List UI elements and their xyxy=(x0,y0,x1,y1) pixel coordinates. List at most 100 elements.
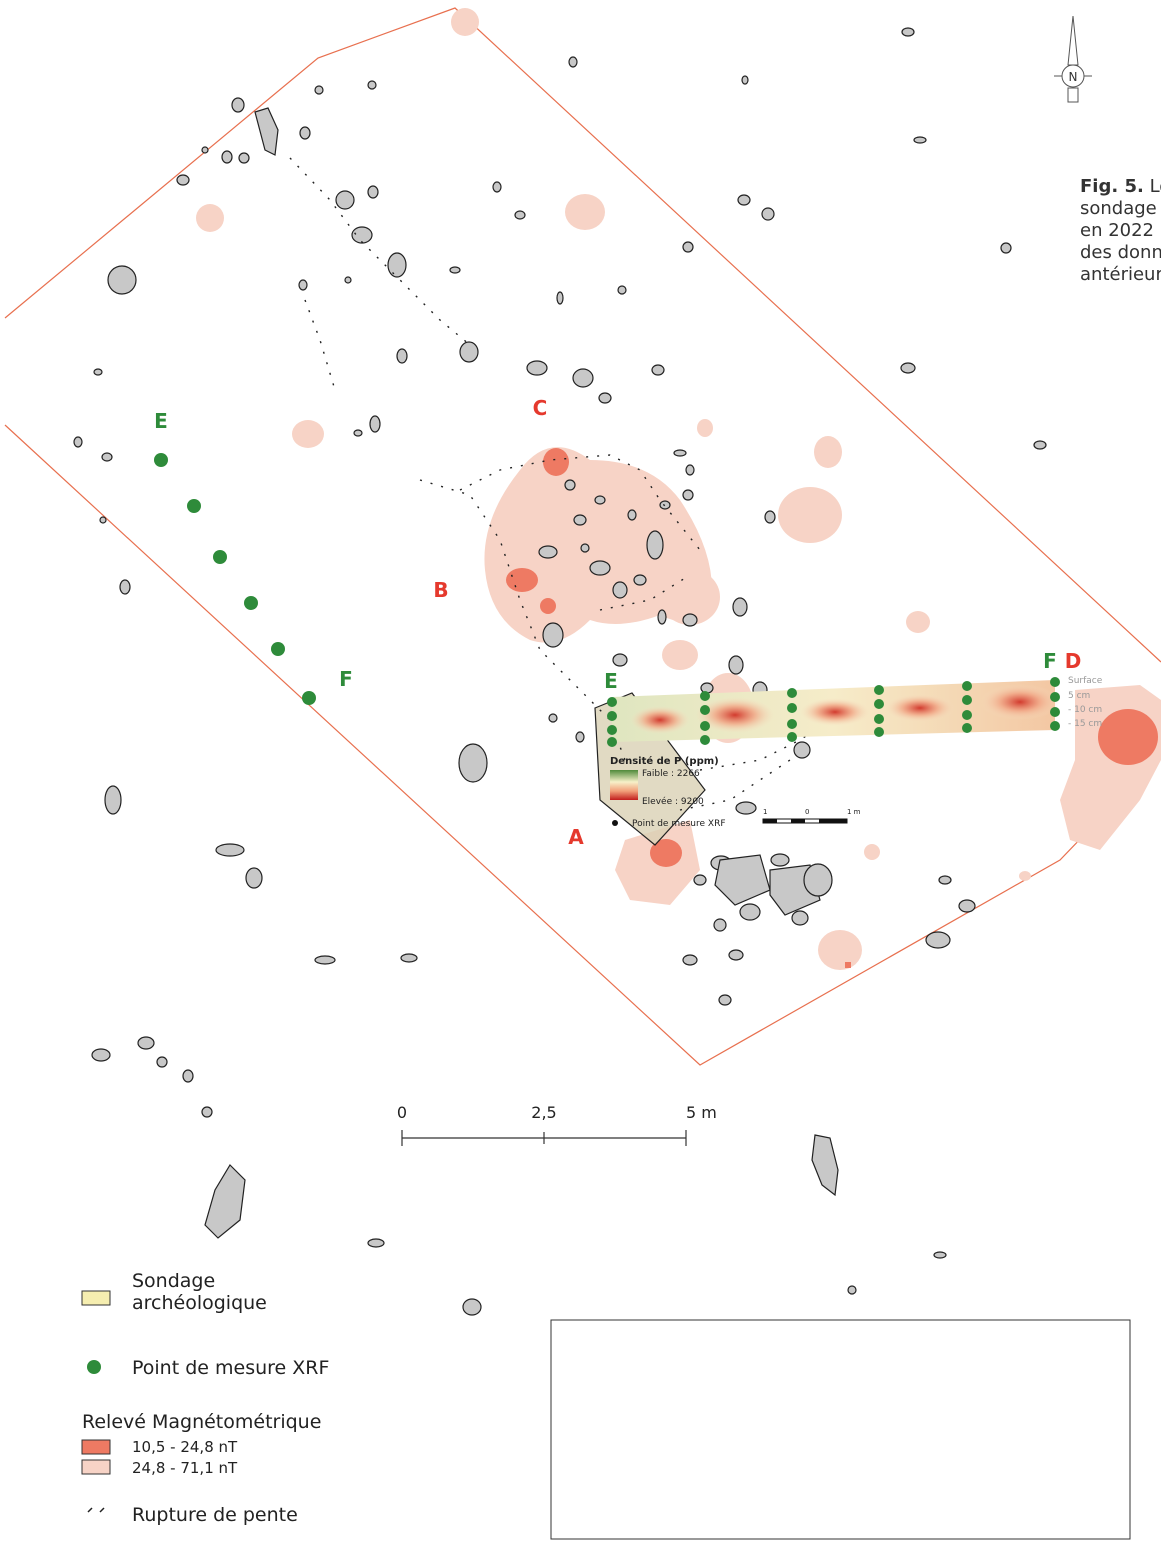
site-label: B xyxy=(433,578,448,602)
transect-label: F xyxy=(339,667,353,691)
stone xyxy=(581,544,589,552)
page: Plan {"caption": {"label": "Fig. 5.", "l… xyxy=(0,0,1161,1542)
stone xyxy=(345,277,351,283)
lite xyxy=(565,194,605,230)
depth-label: - 10 cm xyxy=(1068,705,1102,715)
lite xyxy=(451,8,479,36)
stone xyxy=(138,1037,154,1049)
lite xyxy=(818,930,862,970)
stone xyxy=(120,580,130,594)
lite xyxy=(864,844,880,860)
legend-swatch xyxy=(82,1291,110,1305)
stone xyxy=(299,280,307,290)
dark xyxy=(506,568,538,592)
stone xyxy=(459,744,487,782)
stone xyxy=(683,955,697,965)
legend-label: Rupture de pente xyxy=(132,1504,298,1526)
stone xyxy=(959,900,975,912)
circle xyxy=(787,719,797,729)
circle xyxy=(700,705,710,715)
xrf xyxy=(213,550,227,564)
stone xyxy=(902,28,914,36)
stone xyxy=(634,575,646,585)
stone xyxy=(714,919,726,931)
stone xyxy=(595,496,605,504)
stone xyxy=(729,950,743,960)
lite xyxy=(906,611,930,633)
legend-swatch xyxy=(82,1440,110,1454)
stone xyxy=(102,453,112,461)
legend-title: Relevé Magnétométrique xyxy=(82,1411,321,1433)
stone xyxy=(613,582,627,598)
stone xyxy=(574,515,586,525)
stone xyxy=(543,623,563,647)
inset-legend-label: Faible : 2266 xyxy=(642,769,700,779)
inset-frame xyxy=(551,1320,1130,1539)
circle xyxy=(874,699,884,709)
circle xyxy=(962,710,972,720)
stone xyxy=(926,932,950,948)
circle xyxy=(962,695,972,705)
site-label: C xyxy=(533,396,548,420)
circle xyxy=(607,697,617,707)
caption-line: en 2022 xyxy=(1080,220,1154,241)
circle xyxy=(1050,707,1060,717)
stone xyxy=(315,956,335,964)
depth-label: 5 cm xyxy=(1068,691,1090,701)
circle xyxy=(874,685,884,695)
stone xyxy=(157,1057,167,1067)
stone xyxy=(683,614,697,626)
north-arrow: N xyxy=(1054,16,1092,102)
stone xyxy=(694,875,706,885)
stone xyxy=(100,517,106,523)
lite xyxy=(1019,871,1031,881)
stone xyxy=(647,531,663,559)
stone xyxy=(539,546,557,558)
stone xyxy=(202,1107,212,1117)
stone xyxy=(177,175,189,185)
rect xyxy=(1068,88,1078,102)
stone xyxy=(370,416,380,432)
lite xyxy=(778,487,842,543)
legend-swatch xyxy=(87,1360,101,1374)
stone xyxy=(715,855,770,905)
xrf xyxy=(187,499,201,513)
stone xyxy=(738,195,750,205)
stone xyxy=(565,480,575,490)
path xyxy=(305,300,335,390)
stone xyxy=(590,561,610,575)
stone xyxy=(515,211,525,219)
legend-swatch xyxy=(88,1508,104,1512)
stone xyxy=(352,227,372,243)
caption-line: sondage xyxy=(1080,198,1157,219)
stone xyxy=(205,1165,245,1238)
circle xyxy=(607,737,617,747)
stone xyxy=(683,490,693,500)
map: E F A B C D N Fig. 5. Lo sondage en 2022… xyxy=(0,0,1161,1542)
stone xyxy=(92,1049,110,1061)
caption-line: des donn xyxy=(1080,242,1161,263)
stone xyxy=(557,292,563,304)
stone xyxy=(183,1070,193,1082)
stone xyxy=(812,1135,838,1195)
inset-transect-label: E xyxy=(604,669,618,693)
rect xyxy=(791,819,805,823)
lite xyxy=(814,436,842,468)
transect-label: E xyxy=(154,409,168,433)
circle xyxy=(787,732,797,742)
stone xyxy=(736,802,756,814)
circle xyxy=(1050,721,1060,731)
stone xyxy=(939,876,951,884)
lite xyxy=(292,420,324,448)
ellipse xyxy=(630,706,690,734)
stone xyxy=(460,342,478,362)
rect xyxy=(763,819,777,823)
stone xyxy=(255,108,278,155)
depth-label: - 15 cm xyxy=(1068,719,1102,729)
stone xyxy=(658,610,666,624)
path xyxy=(290,158,470,345)
stone xyxy=(740,904,760,920)
stone xyxy=(368,186,378,198)
legend-swatch xyxy=(82,1460,110,1474)
stone xyxy=(729,656,743,674)
